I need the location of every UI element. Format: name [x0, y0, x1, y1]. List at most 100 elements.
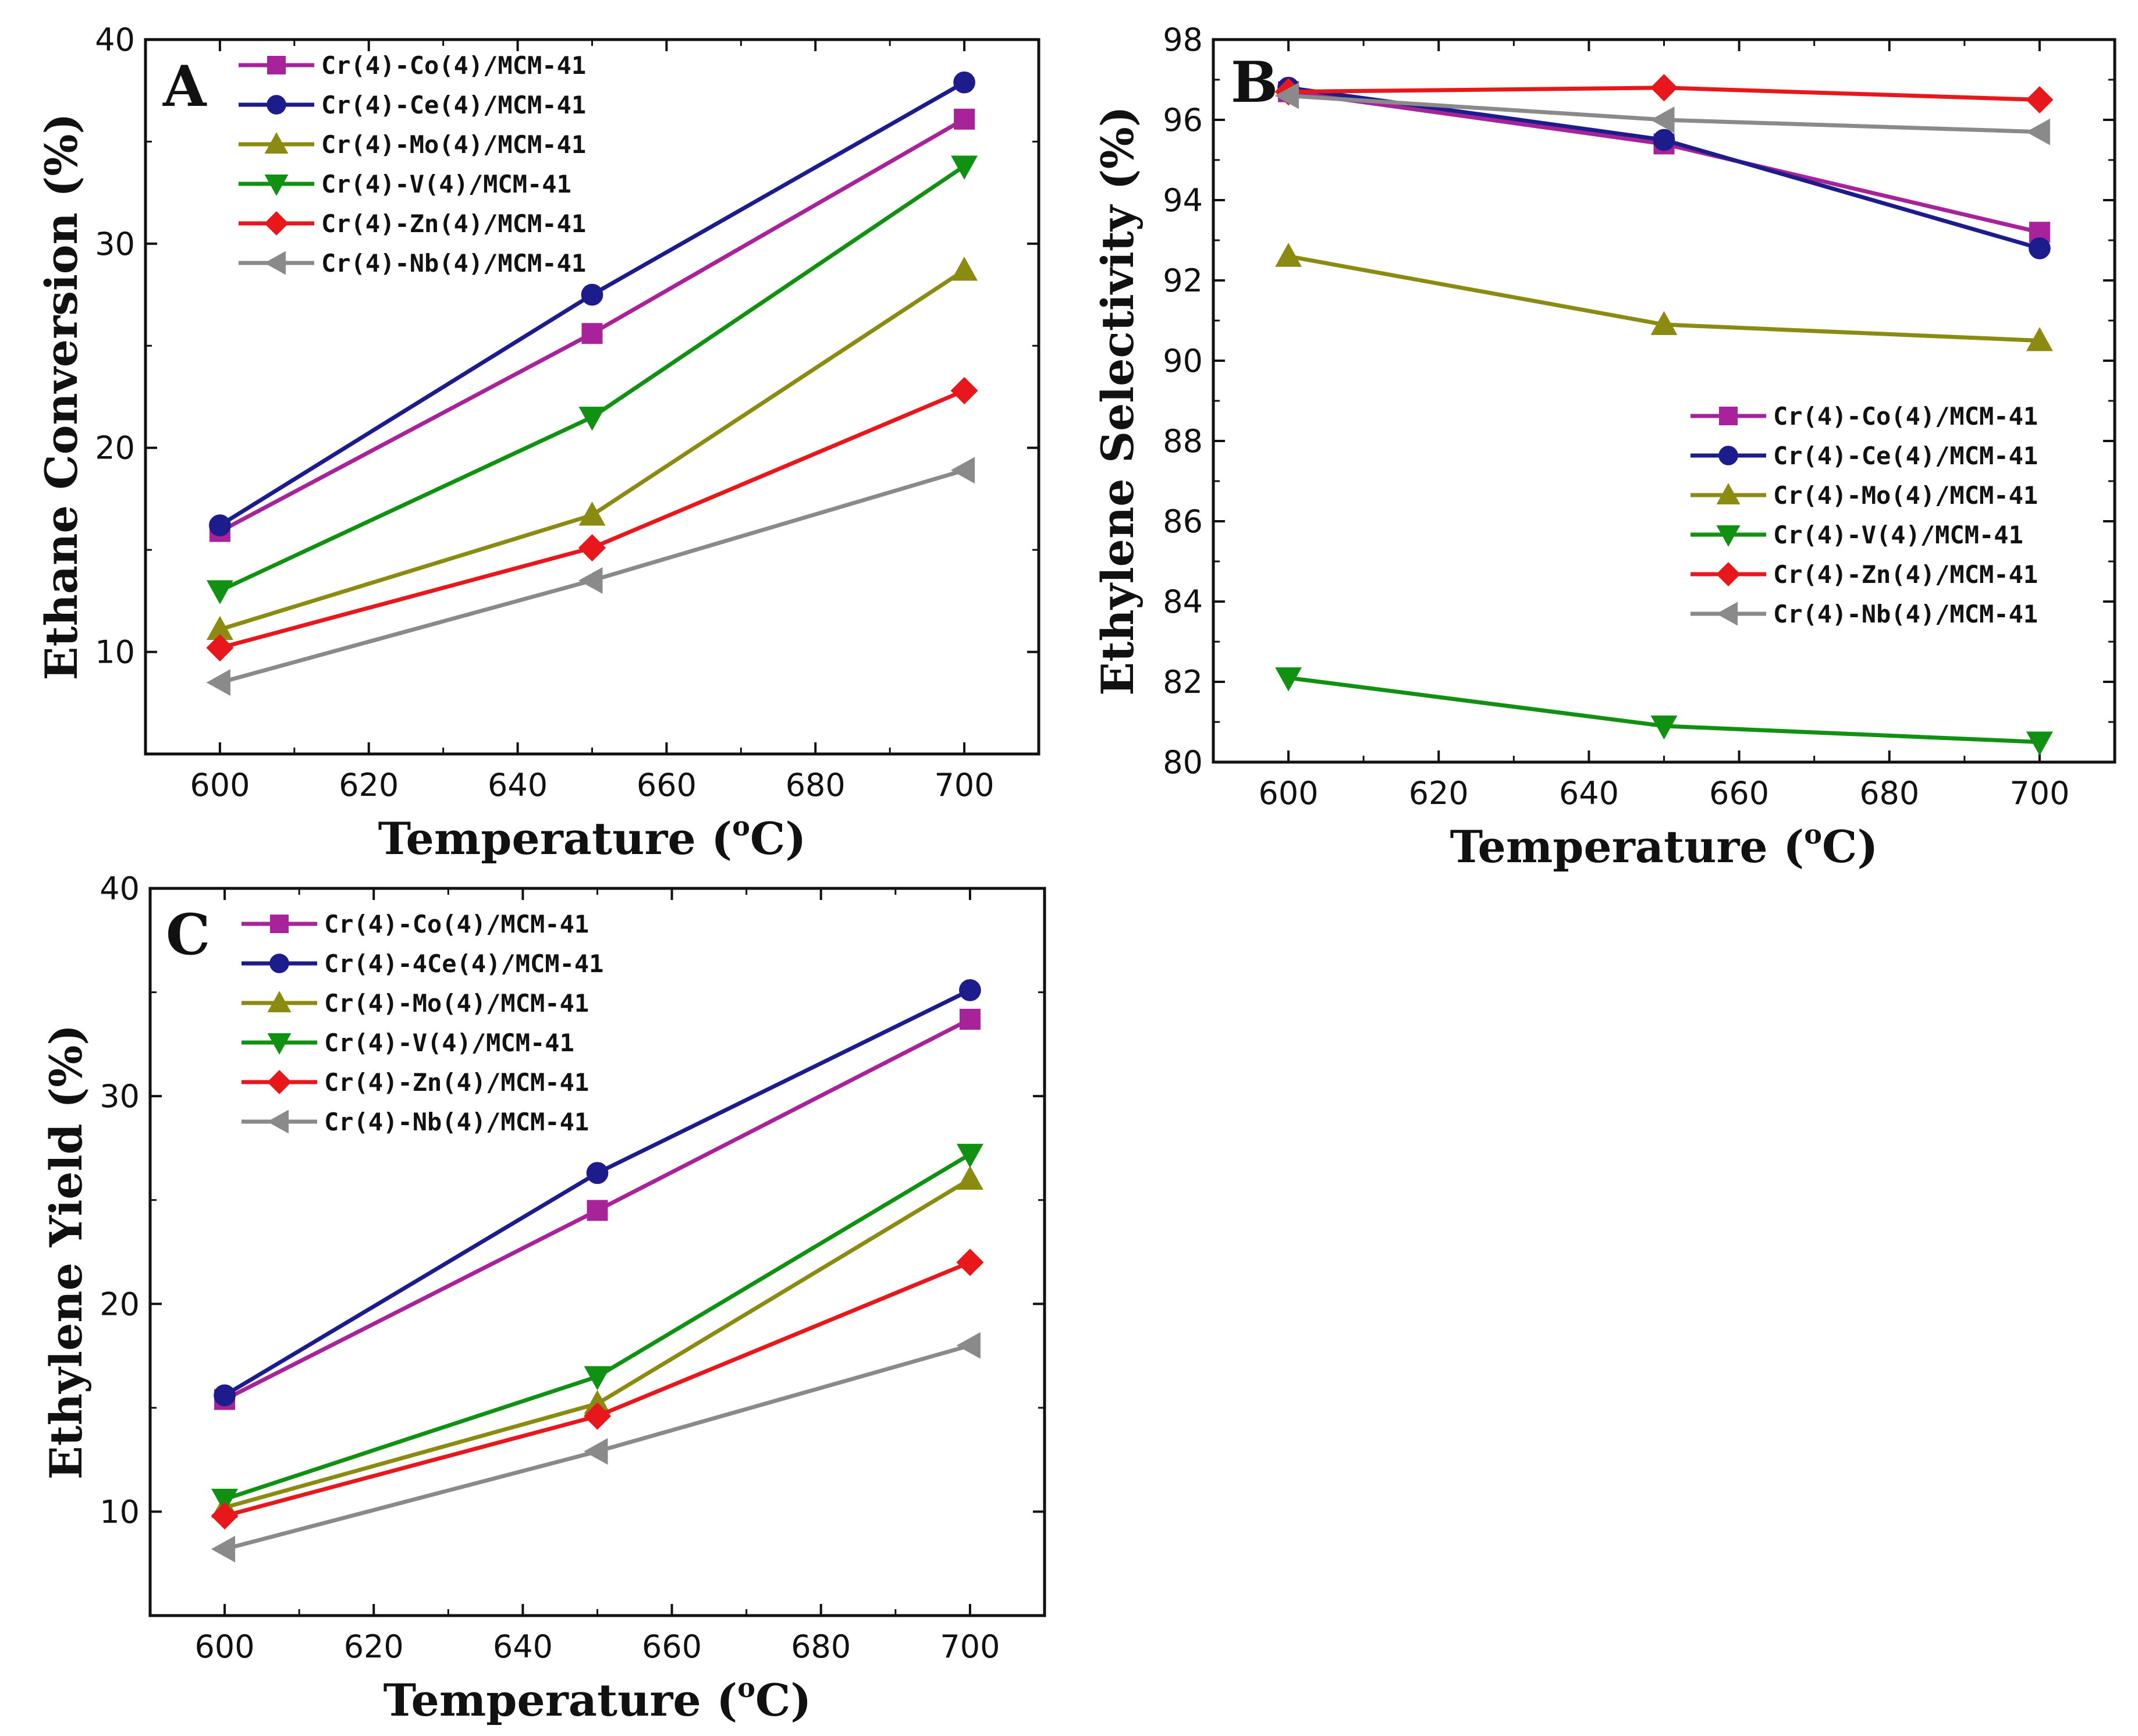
x-tick-label: 680	[1859, 775, 1919, 812]
legend-label: Cr(4)-V(4)/MCM-41	[1773, 521, 2023, 549]
data-point	[578, 501, 606, 526]
legend-swatch-marker	[269, 954, 289, 973]
data-point	[1275, 667, 1302, 692]
legend-label: Cr(4)-Co(4)/MCM-41	[321, 51, 586, 80]
legend-item: Cr(4)-Ce(4)/MCM-41	[1690, 442, 2038, 470]
data-point	[1650, 311, 1678, 335]
data-point	[1274, 82, 1299, 109]
data-point	[956, 1248, 984, 1276]
data-point	[587, 1200, 608, 1221]
data-point	[206, 669, 230, 696]
x-tick-label: 660	[637, 767, 697, 803]
data-point	[956, 1332, 981, 1359]
x-axis-title: Temperature (oC)	[1450, 819, 1878, 873]
x-tick-label: 600	[195, 1628, 255, 1665]
x-axis-title-degree: o	[1804, 819, 1822, 850]
y-tick-label: 82	[1163, 664, 1203, 700]
data-point	[950, 376, 978, 404]
data-point	[578, 407, 606, 431]
legend: Cr(4)-Co(4)/MCM-41 Cr(4)-Ce(4)/MCM-41 Cr(4…	[1690, 402, 2038, 628]
x-axis-title-text: Temperature (	[378, 813, 733, 865]
x-axis-title-text: Temperature (	[1450, 821, 1805, 873]
data-point	[214, 1384, 236, 1407]
legend-swatch-marker	[264, 175, 289, 196]
y-tick-label: 94	[1163, 182, 1203, 219]
x-axis-title: Temperature (oC)	[378, 810, 807, 865]
legend-item: Cr(4)-Mo(4)/MCM-41	[1690, 481, 2038, 510]
y-tick-label: 96	[1163, 102, 1203, 138]
data-point	[2029, 237, 2051, 259]
legend-item: Cr(4)-Co(4)/MCM-41	[239, 51, 586, 80]
legend-label: Cr(4)-Mo(4)/MCM-41	[1773, 481, 2038, 510]
series-v	[206, 155, 978, 604]
panel-letter: A	[162, 54, 207, 119]
x-axis-title-degree: o	[737, 1672, 755, 1703]
x-tick-label: 640	[493, 1628, 553, 1665]
data-point	[578, 534, 606, 562]
x-axis-title-text: Temperature (	[383, 1674, 738, 1726]
y-tick-label: 92	[1163, 262, 1203, 299]
series-zn	[206, 376, 978, 662]
legend-label: Cr(4)-V(4)/MCM-41	[321, 170, 571, 198]
data-point	[1650, 715, 1678, 740]
legend-swatch-marker	[1716, 483, 1741, 504]
data-point	[583, 1402, 612, 1430]
legend-swatch-marker	[267, 991, 292, 1012]
x-axis-title-unit: C)	[750, 813, 806, 865]
x-tick-label: 680	[786, 767, 846, 803]
legend-item: Cr(4)-Zn(4)/MCM-41	[241, 1068, 589, 1097]
legend-item: Cr(4)-V(4)/MCM-41	[241, 1029, 574, 1057]
legend-label: Cr(4)-Co(4)/MCM-41	[324, 910, 589, 938]
y-tick-label: 40	[95, 22, 135, 58]
series-nb	[206, 457, 975, 696]
legend-swatch-marker	[1719, 407, 1738, 425]
legend-swatch-marker	[1716, 562, 1741, 586]
legend-label: Cr(4)-Zn(4)/MCM-41	[324, 1068, 589, 1097]
y-tick-label: 86	[1163, 503, 1203, 540]
x-tick-label: 640	[1559, 775, 1619, 812]
y-tick-label: 40	[100, 870, 140, 907]
legend-label: Cr(4)-Zn(4)/MCM-41	[321, 209, 586, 238]
y-tick-label: 84	[1163, 584, 1203, 620]
legend-item: Cr(4)-Mo(4)/MCM-41	[241, 989, 589, 1018]
legend-item: Cr(4)-4Ce(4)/MCM-41	[241, 949, 603, 978]
legend-label: Cr(4)-Nb(4)/MCM-41	[324, 1108, 589, 1136]
y-tick-label: 20	[95, 430, 135, 467]
series-mo	[1275, 243, 2053, 351]
legend-item: Cr(4)-V(4)/MCM-41	[239, 170, 571, 198]
panel-letter: B	[1231, 49, 1278, 115]
legend-label: Cr(4)-4Ce(4)/MCM-41	[324, 949, 603, 978]
y-tick-label: 80	[1163, 744, 1203, 781]
x-tick-label: 600	[1259, 775, 1319, 812]
y-tick-label: 90	[1163, 343, 1203, 379]
x-tick-label: 620	[1409, 775, 1469, 812]
legend-swatch-marker	[267, 95, 286, 115]
data-point	[581, 283, 603, 306]
legend-swatch-marker	[270, 915, 289, 933]
data-point	[951, 257, 978, 281]
x-tick-label: 700	[940, 1628, 1000, 1665]
legend-label: Cr(4)-Ce(4)/MCM-41	[321, 91, 586, 119]
chart-panel-a: 600 620 640 660 680 700 10 20 30 40 Temperature (o…	[35, 22, 1040, 865]
y-tick-label: 10	[100, 1493, 140, 1530]
data-point	[951, 155, 978, 180]
plot-frame	[148, 887, 1046, 1617]
legend-label: Cr(4)-Nb(4)/MCM-41	[321, 249, 586, 278]
legend-label: Cr(4)-Co(4)/MCM-41	[1773, 402, 2038, 431]
y-tick-label: 98	[1163, 22, 1203, 58]
legend-label: Cr(4)-Mo(4)/MCM-41	[321, 130, 586, 159]
data-point	[211, 1535, 236, 1563]
data-point	[581, 323, 603, 344]
y-tick-label: 30	[100, 1078, 140, 1115]
series-line	[1288, 86, 2040, 251]
x-tick-label: 700	[935, 767, 995, 803]
legend-item: Cr(4)-Mo(4)/MCM-41	[239, 130, 586, 159]
y-tick-label: 10	[95, 634, 135, 671]
data-point	[959, 979, 981, 1001]
x-tick-label: 700	[2009, 775, 2069, 812]
y-tick-label: 20	[100, 1286, 140, 1322]
legend-swatch-marker	[1716, 602, 1738, 626]
data-point	[2026, 731, 2053, 756]
x-tick-label: 680	[791, 1628, 851, 1665]
